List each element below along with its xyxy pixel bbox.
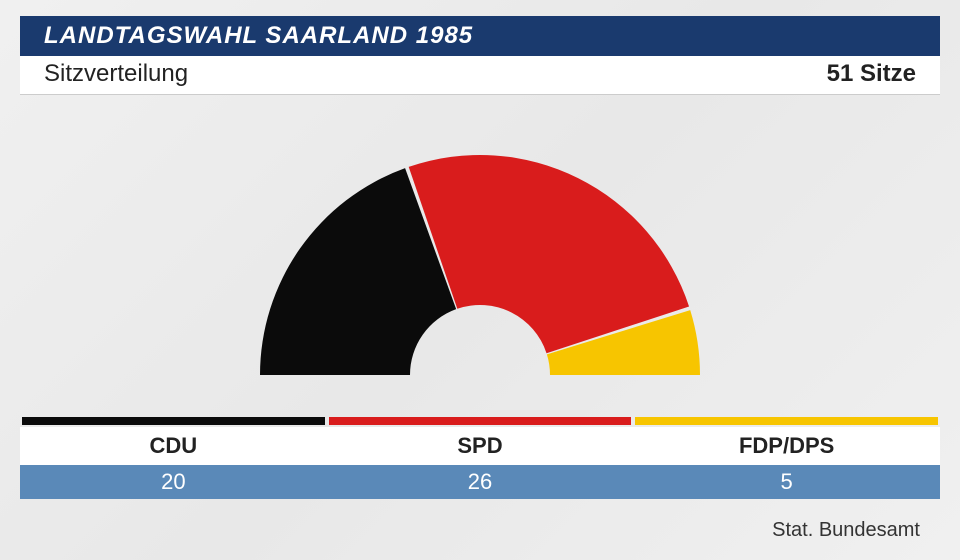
legend-value: 20 (20, 465, 327, 499)
hemicycle-segment-spd (409, 155, 689, 353)
legend-color-cell (633, 415, 940, 427)
header-title: LANDTAGSWAHL SAARLAND 1985 (20, 16, 940, 56)
legend-color-cell (20, 415, 327, 427)
legend-label-row: CDUSPDFDP/DPS (20, 427, 940, 465)
legend-label: FDP/DPS (633, 427, 940, 465)
legend-color-cell (327, 415, 634, 427)
legend-value: 5 (633, 465, 940, 499)
legend-color-bar (22, 417, 325, 425)
seat-count-label: 51 Sitze (827, 60, 916, 88)
legend-table: CDUSPDFDP/DPS 20265 (20, 415, 940, 499)
legend-label: CDU (20, 427, 327, 465)
hemicycle-svg (20, 115, 940, 405)
source-label: Stat. Bundesamt (772, 519, 920, 542)
legend-label: SPD (327, 427, 634, 465)
legend-color-row (20, 415, 940, 427)
legend-color-bar (329, 417, 632, 425)
legend-value-row: 20265 (20, 465, 940, 499)
hemicycle-chart (20, 115, 940, 415)
legend-value: 26 (327, 465, 634, 499)
subtitle: Sitzverteilung (44, 60, 188, 88)
legend-color-bar (635, 417, 938, 425)
sub-header: Sitzverteilung 51 Sitze (20, 56, 940, 95)
